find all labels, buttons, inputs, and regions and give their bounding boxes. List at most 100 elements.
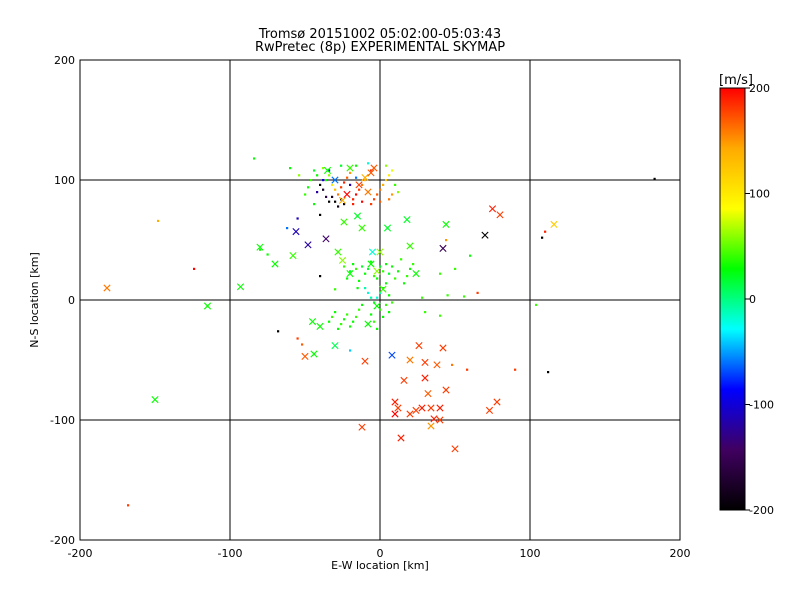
- data-point-dot: [370, 203, 373, 206]
- data-point-dot: [376, 277, 379, 280]
- data-point-dot: [514, 368, 517, 371]
- data-point-dot: [355, 193, 358, 196]
- colorbar-tick-label: 100: [749, 188, 770, 201]
- data-point-cross: [361, 357, 369, 365]
- data-point-cross: [304, 241, 312, 249]
- y-axis-label: N-S location [km]: [28, 252, 41, 348]
- data-point-dot: [358, 188, 361, 191]
- data-point-cross: [439, 344, 447, 352]
- data-point-dot: [319, 183, 322, 186]
- data-point-dot: [298, 174, 301, 177]
- data-point-dot: [400, 258, 403, 261]
- data-point-dot: [544, 230, 547, 233]
- data-point-cross: [361, 174, 369, 182]
- data-point-dot: [379, 308, 382, 311]
- data-point-dot: [364, 179, 367, 182]
- x-tick-label: 100: [520, 547, 541, 560]
- y-tick-label: -200: [50, 534, 75, 547]
- data-point-dot: [364, 272, 367, 275]
- data-point-dot: [355, 164, 358, 167]
- data-point-cross: [388, 351, 396, 359]
- data-point-dot: [307, 186, 310, 189]
- data-point-dot: [322, 179, 325, 182]
- data-point-dot: [463, 295, 466, 298]
- colorbar-tick-label: 0: [749, 293, 756, 306]
- data-point-dot: [325, 195, 328, 198]
- data-point-dot: [382, 270, 385, 273]
- data-point-cross: [391, 410, 399, 418]
- data-point-dot: [352, 263, 355, 266]
- data-point-cross: [397, 434, 405, 442]
- data-point-dot: [364, 287, 367, 290]
- data-point-dot: [361, 303, 364, 306]
- data-point-cross: [418, 404, 426, 412]
- data-point-dot: [325, 179, 328, 182]
- data-point-dot: [328, 174, 331, 177]
- data-point-cross: [442, 220, 450, 228]
- data-point-dot: [385, 179, 388, 182]
- data-point-cross: [364, 320, 372, 328]
- data-point-cross: [334, 248, 342, 256]
- data-point-cross: [367, 169, 375, 177]
- data-point-dot: [388, 198, 391, 201]
- data-point-cross: [203, 302, 212, 310]
- data-point-cross: [430, 415, 438, 423]
- data-point-dot: [331, 315, 334, 318]
- data-point-dot: [370, 260, 373, 263]
- data-point-cross: [436, 404, 444, 412]
- data-point-cross: [406, 356, 414, 364]
- chart-subtitle: RwPretec (8p) EXPERIMENTAL SKYMAP: [254, 40, 506, 55]
- data-point-dot: [337, 205, 340, 208]
- data-point-cross: [343, 190, 351, 198]
- data-point-cross: [331, 342, 339, 350]
- data-point-cross: [358, 224, 366, 232]
- data-point-dot: [259, 248, 262, 251]
- data-point-dot: [334, 200, 337, 203]
- data-point-cross: [322, 235, 330, 243]
- data-point-dot: [388, 311, 391, 314]
- data-point-dot: [388, 174, 391, 177]
- data-point-dot: [352, 320, 355, 323]
- data-point-dot: [454, 267, 457, 270]
- data-point-dot: [373, 320, 376, 323]
- data-point-cross: [481, 231, 489, 239]
- x-axis-label: E-W location [km]: [331, 559, 429, 572]
- data-point-dot: [424, 311, 427, 314]
- data-point-dot: [349, 171, 352, 174]
- data-point-dot: [421, 296, 424, 299]
- data-point-cross: [488, 205, 497, 213]
- data-point-dot: [157, 219, 160, 222]
- data-point-dot: [361, 183, 364, 186]
- data-point-dot: [394, 183, 397, 186]
- data-point-dot: [352, 198, 355, 201]
- colorbar: [m/s] 200 100 0 -100 -200: [719, 73, 774, 517]
- data-point-cross: [436, 416, 444, 424]
- data-point-cross: [379, 285, 387, 293]
- data-point-dot: [476, 291, 479, 294]
- data-point-dot: [313, 203, 316, 206]
- data-point-cross: [346, 270, 354, 278]
- data-point-cross: [394, 404, 402, 412]
- data-point-dot: [352, 203, 355, 206]
- data-point-dot: [403, 282, 406, 285]
- data-point-cross: [256, 243, 264, 251]
- data-point-dot: [340, 186, 343, 189]
- data-point-dot: [439, 272, 442, 275]
- data-point-cross: [289, 252, 297, 260]
- data-point-dot: [322, 167, 325, 170]
- data-point-dot: [355, 315, 358, 318]
- data-point-dot: [253, 157, 256, 160]
- data-point-dot: [328, 200, 331, 203]
- data-point-dot: [376, 193, 379, 196]
- data-point-cross: [373, 267, 381, 275]
- data-point-cross: [103, 284, 111, 292]
- data-point-cross: [415, 342, 423, 350]
- data-point-dot: [412, 263, 415, 266]
- data-point-dot: [391, 265, 394, 268]
- data-point-cross: [368, 248, 377, 256]
- colorbar-ticks: 200 100 0 -100 -200: [745, 82, 774, 517]
- data-point-cross: [442, 386, 450, 394]
- data-point-dot: [277, 330, 280, 333]
- data-point-dot: [379, 188, 382, 191]
- data-point-dot: [328, 169, 331, 172]
